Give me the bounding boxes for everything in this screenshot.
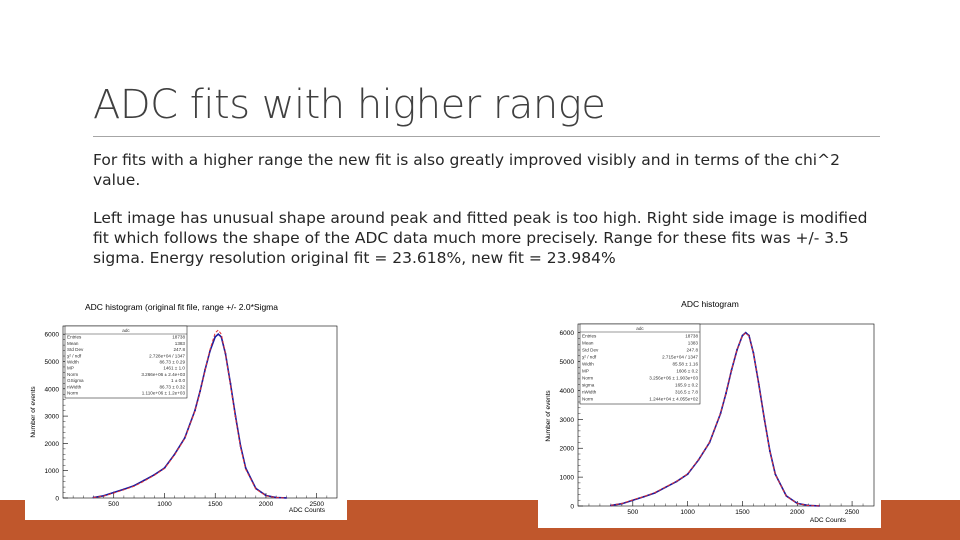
stats-label: sigma — [582, 382, 595, 387]
data-point — [768, 450, 771, 453]
stats-value: 2.728e+04 / 1347 — [149, 353, 185, 358]
stats-value: 18738 — [172, 335, 185, 340]
y-tick-label: 2000 — [560, 446, 575, 453]
stats-label: Norm — [582, 375, 593, 380]
stats-value: 165.9 ± 0.2 — [675, 382, 698, 387]
paragraph-2: Left image has unusual shape around peak… — [93, 209, 868, 267]
y-tick-label: 5000 — [560, 359, 575, 366]
stats-label: Norm — [67, 390, 78, 395]
left-plot-panel: ADC histogram (original fit file, range … — [25, 296, 347, 520]
plot-frame — [577, 323, 875, 507]
y-tick-label: 6000 — [45, 332, 60, 339]
y-tick-label: 6000 — [560, 330, 575, 337]
stats-value: 1383 — [175, 341, 186, 346]
data-point — [214, 336, 217, 338]
stats-value: 1383 — [688, 340, 699, 345]
data-point — [642, 495, 645, 498]
stats-label: Entries — [582, 333, 597, 338]
stats-value: 86.73 ± 0.29 — [159, 359, 185, 364]
y-tick-label: 2000 — [45, 441, 60, 448]
stats-label: Width — [67, 359, 79, 364]
stats-label: MP — [67, 366, 74, 371]
stats-value: 247.8 — [687, 347, 699, 352]
x-axis-label: ADC Counts — [289, 507, 326, 514]
stats-label: Entries — [67, 335, 82, 340]
stats-value: 18738 — [685, 333, 698, 338]
stats-label: nWidth — [582, 389, 597, 394]
stats-box-title: adc — [636, 326, 644, 331]
title-divider — [93, 136, 880, 137]
stats-label: MP — [582, 368, 589, 373]
data-point — [183, 437, 186, 439]
right-plot-panel: ADC histogram 0 1000 2000 3000 4000 5000 6000 50… — [538, 292, 881, 528]
x-tick-label: 2000 — [259, 501, 274, 508]
stats-label: χ² / ndf — [67, 353, 82, 358]
data-point — [244, 467, 247, 469]
stats-value: 247.8 — [174, 347, 186, 352]
x-tick-label: 1000 — [157, 501, 172, 508]
chart-title: ADC histogram (original fit file, range … — [85, 302, 278, 312]
stats-value: 1461 ± 1.0 — [163, 366, 185, 371]
y-axis-label: Number of events — [30, 386, 37, 438]
stats-label: Norm — [67, 372, 78, 377]
y-tick-label: 1000 — [45, 468, 60, 475]
stats-value: 1.110e+06 ± 1.2e+03 — [142, 390, 186, 395]
stats-value: 1 ± 0.0 — [171, 378, 185, 383]
x-tick-label: 1000 — [680, 509, 695, 516]
stats-value: 85.58 ± 1.16 — [672, 361, 698, 366]
stats-value: 316.5 ± 7.8 — [675, 389, 698, 394]
stats-label: χ² / ndf — [582, 354, 597, 359]
data-point — [741, 334, 744, 337]
x-tick-label: 500 — [627, 509, 638, 516]
x-tick-label: 500 — [108, 501, 119, 508]
x-tick-label: 1500 — [735, 509, 750, 516]
stats-box — [579, 323, 701, 405]
chart-title: ADC histogram — [681, 299, 739, 309]
data-point — [725, 392, 727, 395]
data-point — [143, 479, 146, 482]
y-tick-label: 0 — [55, 496, 59, 503]
x-tick-label: 2500 — [309, 501, 324, 508]
x-tick-label: 1500 — [208, 501, 223, 508]
stats-value: 1606 ± 0.2 — [676, 368, 698, 373]
x-tick-label: 2000 — [790, 509, 805, 516]
fit-curve-line — [93, 329, 287, 499]
x-tick-label: 2500 — [845, 509, 860, 516]
y-tick-label: 1000 — [560, 475, 575, 482]
stats-label: Std Dev — [582, 347, 599, 352]
stats-label: Width — [582, 361, 594, 366]
left-adc-histogram: ADC histogram (original fit file, range … — [30, 302, 338, 514]
paragraph-1: For fits with a higher range the new fit… — [93, 151, 840, 189]
stats-label: Mean — [582, 340, 594, 345]
stats-label: Mean — [67, 341, 79, 346]
y-tick-label: 3000 — [45, 414, 60, 421]
plot-frame — [62, 325, 338, 499]
stats-label: GSigma — [67, 378, 84, 383]
y-tick-label: 5000 — [45, 359, 60, 366]
stats-value: 3.266e+06 ± 2.4e+03 — [141, 372, 185, 377]
slide-title: ADC fits with higher range — [93, 82, 606, 128]
stats-value: 3.256e+06 ± 1.903e+03 — [649, 375, 698, 380]
x-axis-label: ADC Counts — [810, 517, 847, 524]
stats-box — [64, 325, 188, 399]
stats-box-title: adc — [122, 328, 130, 333]
data-point — [736, 349, 738, 351]
y-tick-label: 3000 — [560, 417, 575, 424]
y-axis-label: Number of events — [545, 390, 552, 442]
y-tick-label: 0 — [570, 504, 574, 511]
stats-value: 86.73 ± 0.32 — [159, 384, 185, 389]
stats-value: 1.244e+04 ± 4.055e+02 — [649, 396, 698, 401]
right-adc-histogram: ADC histogram 0 1000 2000 3000 4000 5000 6000 50… — [545, 299, 875, 524]
stats-label: nWidth — [67, 384, 82, 389]
stats-label: Std Dev — [67, 347, 84, 352]
y-tick-label: 4000 — [560, 388, 575, 395]
y-tick-label: 4000 — [45, 386, 60, 393]
stats-label: Norm — [582, 396, 593, 401]
stats-value: 2.715e+04 / 1347 — [662, 354, 698, 359]
fit-curve-line — [610, 332, 820, 507]
data-point — [217, 333, 220, 336]
